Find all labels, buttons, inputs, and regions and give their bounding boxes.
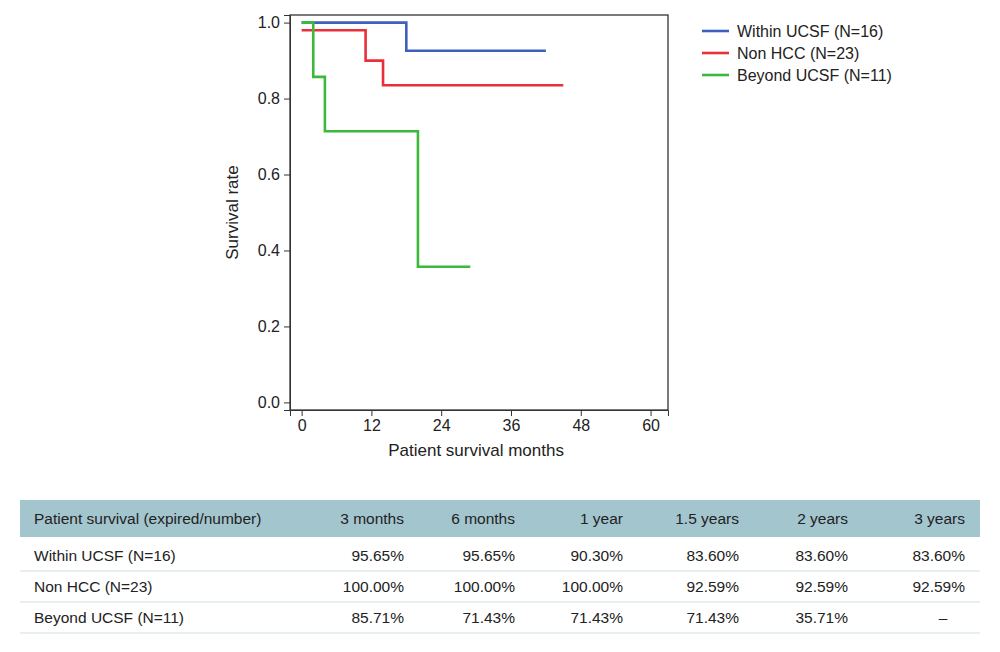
table-cell: – — [939, 609, 948, 626]
y-tick-mark — [284, 23, 290, 24]
survival-table: Patient survival (expired/number) 3 month… — [20, 500, 980, 633]
y-tick: 0.2 — [258, 318, 290, 335]
x-axis-line — [291, 411, 669, 417]
table-cell: 71.43% — [570, 609, 623, 626]
x-axis: 0 12 24 36 48 60 — [291, 410, 669, 434]
table-header-cell: 3 months — [340, 510, 404, 527]
plot-area — [302, 23, 564, 267]
table-cell: Non HCC (N=23) — [34, 578, 152, 595]
x-tick: 48 — [572, 410, 590, 434]
y-tick-mark — [284, 250, 290, 251]
x-tick-mark — [371, 410, 372, 416]
table-cell: 92.59% — [795, 578, 848, 595]
table-header-cell: 1 year — [580, 510, 623, 527]
y-tick-label: 0.8 — [258, 90, 280, 107]
table-cell: 90.30% — [570, 547, 623, 564]
table-cell: 83.60% — [686, 547, 739, 564]
table-cell: 100.00% — [343, 578, 404, 595]
table-cell: 83.60% — [795, 547, 848, 564]
x-tick-mark — [581, 410, 582, 416]
legend: Within UCSF (N=16) Non HCC (N=23) Beyond U… — [702, 23, 892, 84]
table-cell: 83.60% — [912, 547, 965, 564]
table-header-cell: Patient survival (expired/number) — [34, 510, 261, 527]
y-tick-mark — [284, 402, 290, 403]
table-cell: Within UCSF (N=16) — [34, 547, 176, 564]
y-tick: 0.8 — [258, 90, 290, 107]
x-tick: 60 — [642, 410, 660, 434]
x-tick-label: 24 — [433, 417, 451, 434]
x-tick: 0 — [298, 410, 307, 434]
y-tick-label: 0.2 — [258, 318, 280, 335]
x-tick-label: 12 — [363, 417, 381, 434]
y-axis-title: Survival rate — [223, 165, 242, 259]
legend-swatch — [702, 52, 729, 55]
y-tick: 1.0 — [258, 14, 290, 31]
y-axis-line — [284, 16, 291, 411]
x-tick-mark — [651, 410, 652, 416]
x-tick-label: 48 — [572, 417, 590, 434]
table-cell: 85.71% — [351, 609, 404, 626]
y-tick-mark — [284, 99, 290, 100]
x-tick-label: 60 — [642, 417, 660, 434]
table-cell: 95.65% — [462, 547, 515, 564]
x-tick-label: 0 — [298, 417, 307, 434]
survival-line — [302, 23, 546, 51]
table-header-cell: 2 years — [797, 510, 848, 527]
y-axis: 0.0 0.2 0.4 0.6 0.8 1.0 — [258, 14, 291, 411]
table-row-rule — [20, 571, 980, 572]
table-cell: 35.71% — [795, 609, 848, 626]
table-cell: 71.43% — [686, 609, 739, 626]
x-tick: 12 — [363, 410, 381, 434]
table-row-rule — [20, 633, 980, 634]
table-header-bg — [20, 500, 980, 537]
legend-label: Non HCC (N=23) — [737, 45, 859, 62]
table-cell: Beyond UCSF (N=11) — [34, 609, 184, 626]
y-tick-label: 0.4 — [258, 242, 280, 259]
legend-label: Beyond UCSF (N=11) — [737, 67, 892, 84]
plot-frame — [290, 15, 668, 410]
x-tick: 24 — [433, 410, 451, 434]
x-tick-label: 36 — [503, 417, 521, 434]
table-cell: 100.00% — [562, 578, 623, 595]
y-tick: 0.6 — [258, 166, 290, 183]
table-cell: 92.59% — [912, 578, 965, 595]
table-cell: 95.65% — [351, 547, 404, 564]
table-cell: 100.00% — [454, 578, 515, 595]
x-tick-mark — [511, 410, 512, 416]
x-axis-title: Patient survival months — [388, 441, 564, 460]
table-header-cell: 6 months — [451, 510, 515, 527]
x-tick-mark — [441, 410, 442, 416]
x-tick: 36 — [503, 410, 521, 434]
chart: 0 12 24 36 48 60 0.0 0.2 0.4 0.6 0.8 1.0 Patient sur… — [0, 0, 1000, 652]
y-tick-label: 0.0 — [258, 394, 280, 411]
y-tick: 0.0 — [258, 394, 290, 411]
y-tick-label: 0.6 — [258, 166, 280, 183]
y-tick-mark — [284, 175, 290, 176]
legend-swatch — [702, 30, 729, 33]
legend-label: Within UCSF (N=16) — [737, 23, 883, 40]
y-tick-label: 1.0 — [258, 14, 280, 31]
y-tick-mark — [284, 326, 290, 327]
survival-line — [302, 30, 564, 85]
table-cell: 71.43% — [462, 609, 515, 626]
table-header-cell: 3 years — [914, 510, 965, 527]
table-cell: 92.59% — [686, 578, 739, 595]
y-tick: 0.4 — [258, 242, 290, 259]
legend-swatch — [702, 74, 729, 77]
table-row-rule — [20, 602, 980, 603]
x-tick-mark — [302, 410, 303, 416]
table-header-cell: 1.5 years — [675, 510, 739, 527]
survival-line — [302, 23, 471, 267]
